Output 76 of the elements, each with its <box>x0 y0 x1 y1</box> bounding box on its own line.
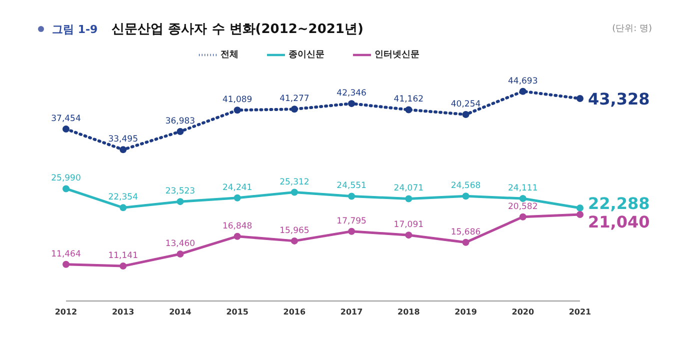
point <box>290 237 298 244</box>
point <box>234 232 241 240</box>
data-label: 24,241 <box>222 182 252 193</box>
legend-label: 인터넷신문 <box>374 50 420 60</box>
x-tick-label: 2015 <box>226 308 249 317</box>
point <box>576 204 584 212</box>
data-label: 23,523 <box>165 186 196 197</box>
data-label: 16,848 <box>222 221 252 232</box>
data-label: 20,582 <box>508 202 538 212</box>
data-label: 11,141 <box>108 251 138 262</box>
point <box>348 100 356 108</box>
x-tick-label: 2021 <box>568 308 592 317</box>
point <box>348 192 356 200</box>
data-label: 40,254 <box>450 99 481 110</box>
point <box>519 213 526 220</box>
point <box>405 232 412 239</box>
data-label: 24,071 <box>394 184 424 194</box>
point <box>176 128 184 135</box>
data-label: 21,040 <box>588 212 650 232</box>
data-label: 15,965 <box>280 226 310 236</box>
point <box>62 126 70 133</box>
point <box>176 250 184 258</box>
data-label: 43,328 <box>588 89 650 108</box>
point <box>234 194 241 202</box>
point <box>462 110 470 118</box>
x-tick-label: 2016 <box>283 308 306 317</box>
point <box>348 228 356 235</box>
x-tick-label: 2013 <box>112 308 134 317</box>
data-label: 11,464 <box>51 249 81 260</box>
point <box>290 188 298 196</box>
x-tick-label: 2020 <box>512 308 534 317</box>
data-label: 41,089 <box>222 95 252 106</box>
legend-label: 종이신문 <box>288 50 324 60</box>
point <box>405 106 412 114</box>
data-label: 41,277 <box>280 94 310 104</box>
legend-label: 전체 <box>220 50 238 60</box>
point <box>462 192 470 200</box>
point <box>120 204 127 212</box>
data-label: 25,312 <box>280 177 310 188</box>
data-label: 41,162 <box>394 94 424 105</box>
x-tick-label: 2019 <box>454 308 478 317</box>
data-label: 33,495 <box>108 134 138 145</box>
data-label: 17,795 <box>336 216 366 226</box>
point <box>176 198 184 206</box>
point <box>405 195 412 202</box>
data-label: 36,983 <box>165 116 196 126</box>
point <box>120 146 127 154</box>
x-tick-label: 2012 <box>54 308 78 317</box>
text: (단위: 명) <box>612 23 652 35</box>
point <box>120 262 127 270</box>
point <box>519 195 526 202</box>
point <box>62 185 70 192</box>
x-tick-label: 2018 <box>398 308 420 317</box>
x-tick-label: 2017 <box>340 308 363 317</box>
point <box>576 211 584 218</box>
data-label: 25,990 <box>51 174 81 184</box>
data-label: 24,568 <box>450 181 481 192</box>
point <box>62 260 70 268</box>
data-label: 17,091 <box>394 220 424 230</box>
x-tick-label: 2014 <box>169 308 192 317</box>
data-label: 22,354 <box>108 192 138 203</box>
data-label: 37,454 <box>51 114 81 124</box>
data-label: 42,346 <box>336 88 366 99</box>
point <box>290 106 298 113</box>
point <box>519 88 526 95</box>
data-label: 13,460 <box>165 238 196 249</box>
data-label: 15,686 <box>450 227 481 238</box>
point <box>462 238 470 246</box>
chart-title: 신문산업 종사자 수 변화(2012~2021년) <box>112 21 364 38</box>
data-label: 22,288 <box>588 194 650 214</box>
point <box>234 106 241 114</box>
caption: 그림 1-9 <box>52 22 98 36</box>
data-label: 44,693 <box>508 76 538 86</box>
data-label: 24,111 <box>508 184 538 194</box>
point <box>576 94 584 102</box>
data-label: 24,551 <box>336 181 366 192</box>
